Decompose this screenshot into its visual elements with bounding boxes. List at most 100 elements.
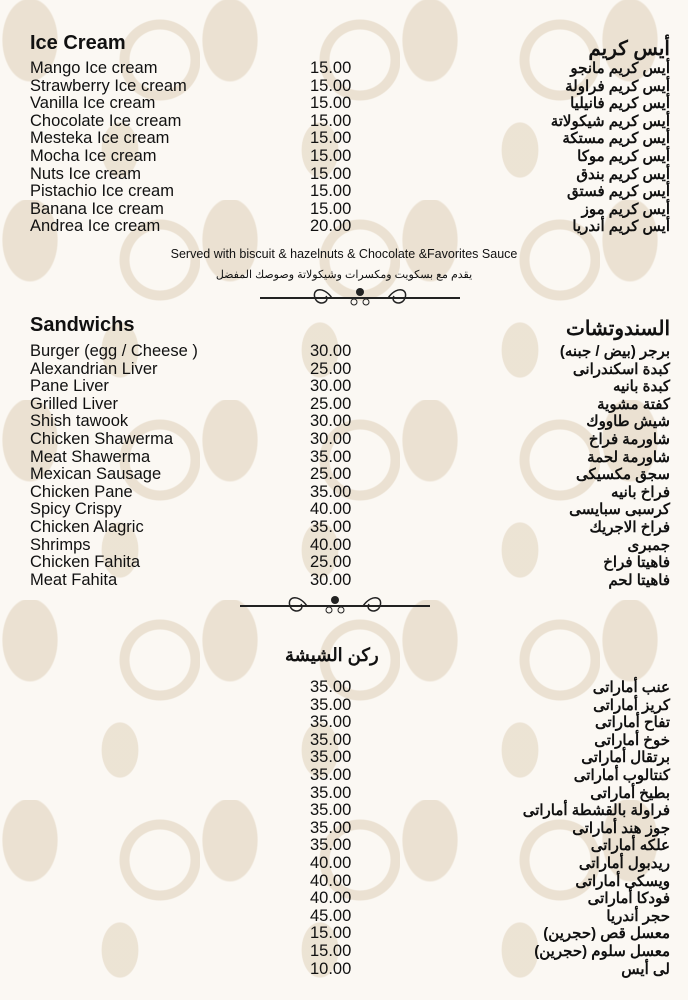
item-price: 35.00	[310, 836, 352, 855]
menu-item: 35.00 كنتالوب أماراتى	[0, 765, 688, 785]
item-price: 35.00	[310, 447, 352, 466]
ornament-divider	[260, 280, 460, 310]
menu-item: 35.00 تفاح أماراتى	[0, 714, 688, 732]
item-name-en: Mocha Ice cream	[30, 146, 157, 165]
item-name-ar: فراولة بالقشطة أماراتى	[522, 802, 670, 820]
menu-item: 35.00 كريز أماراتى	[0, 696, 688, 715]
item-name-en: Meat Fahita	[30, 570, 118, 589]
menu-item: 35.00 فراولة بالقشطة أماراتى	[0, 802, 688, 820]
ice-cream-title-ar: أيس كريم	[588, 38, 670, 60]
item-name-ar: شيش طاووك	[586, 413, 670, 431]
item-name-en: Alexandrian Liver	[30, 359, 158, 378]
item-name-ar: شاورمة لحمة	[587, 448, 670, 466]
menu-item: Mexican Sausage 25.00 سجق مكسيكى	[0, 466, 688, 484]
sandwiches-list: Burger (egg / Cheese ) 30.00 برجر (بيض / ج…	[0, 342, 688, 590]
item-name-en: Chicken Alagric	[30, 517, 144, 536]
item-name-en: Vanilla Ice cream	[30, 94, 156, 113]
shisha-title: ركن الشيشة	[285, 645, 379, 665]
item-price: 20.00	[310, 217, 352, 236]
item-price: 30.00	[310, 412, 352, 431]
item-name-en: Chicken Pane	[30, 482, 133, 501]
item-price: 25.00	[310, 465, 352, 484]
ice-cream-title-en: Ice Cream	[30, 32, 126, 54]
ice-cream-list: Mango Ice cream 15.00 أيس كريم مانجو Strawb…	[0, 59, 688, 236]
item-name-en: Chocolate Ice cream	[30, 111, 182, 130]
item-price: 35.00	[310, 730, 352, 749]
item-name-en: Nuts Ice cream	[30, 164, 141, 183]
menu-item: 40.00 ويسكى أماراتى	[0, 872, 688, 891]
menu-item: 15.00 معسل سلوم (حجرين)	[0, 942, 688, 961]
menu-item: Grilled Liver 25.00 كفتة مشوية	[0, 394, 688, 414]
item-name-en: Chicken Fahita	[30, 553, 141, 572]
shisha-list: 35.00 عنب أماراتى 35.00 كريز أماراتى 35.00 تف…	[0, 678, 688, 979]
menu-item: Shrimps 40.00 جمبرى	[0, 535, 688, 555]
item-price: 35.00	[310, 765, 352, 784]
item-name-ar: علكه أماراتى	[590, 837, 670, 855]
item-price: 15.00	[310, 76, 352, 95]
item-name-en: Banana Ice cream	[30, 199, 164, 218]
item-price: 40.00	[310, 500, 352, 519]
item-name-ar: خوخ أماراتى	[594, 731, 670, 749]
item-price: 30.00	[310, 570, 352, 589]
menu-item: Mango Ice cream 15.00 أيس كريم مانجو	[0, 59, 688, 78]
menu-item: Chocolate Ice cream 15.00 أيس كريم شيكولات…	[0, 111, 688, 131]
item-price: 15.00	[310, 129, 352, 148]
item-name-en: Shish tawook	[30, 412, 129, 431]
menu-item: 40.00 ريدبول أماراتى	[0, 854, 688, 873]
item-price: 15.00	[310, 924, 352, 943]
item-name-en: Chicken Shawerma	[30, 429, 174, 448]
item-price: 35.00	[310, 801, 352, 820]
menu-item: Chicken Alagric 35.00 فراخ الاجريك	[0, 517, 688, 537]
menu-item: Spicy Crispy 40.00 كرسبى سبايسى	[0, 501, 688, 519]
item-name-en: Andrea Ice cream	[30, 217, 161, 236]
item-name-ar: أيس كريم فراولة	[565, 77, 670, 95]
item-name-ar: شاورمة فراخ	[588, 430, 670, 448]
item-name-ar: فودكا أماراتى	[587, 890, 670, 908]
item-price: 35.00	[310, 783, 352, 802]
item-name-ar: حجر أندريا	[606, 907, 670, 925]
menu-item: Vanilla Ice cream 15.00 أيس كريم فانيليا	[0, 95, 688, 113]
item-name-ar: جوز هند أماراتى	[572, 819, 670, 837]
item-name-ar: كنتالوب أماراتى	[573, 766, 670, 784]
item-name-en: Mesteka Ice cream	[30, 129, 170, 148]
menu-item: 35.00 عنب أماراتى	[0, 678, 688, 697]
item-name-ar: عنب أماراتى	[592, 679, 670, 696]
menu-item: 45.00 حجر أندريا	[0, 907, 688, 926]
menu-item: 40.00 فودكا أماراتى	[0, 890, 688, 908]
item-price: 35.00	[310, 678, 352, 696]
item-name-ar: أيس كريم مانجو	[570, 60, 670, 77]
item-price: 40.00	[310, 889, 352, 908]
item-name-ar: كريز أماراتى	[593, 696, 670, 714]
item-name-en: Strawberry Ice cream	[30, 76, 187, 95]
item-name-en: Pistachio Ice cream	[30, 182, 174, 201]
item-name-ar: أيس كريم مستكة	[562, 130, 670, 148]
item-name-ar: فاهيتا فراخ	[603, 554, 670, 572]
item-price: 30.00	[310, 342, 352, 360]
item-name-ar: برجر (بيض / جبنه)	[559, 343, 670, 360]
menu-item: Chicken Shawerma 30.00 شاورمة فراخ	[0, 429, 688, 449]
item-name-en: Spicy Crispy	[30, 500, 122, 519]
item-price: 15.00	[310, 199, 352, 218]
sandwiches-title-ar: السندوتشات	[565, 318, 670, 340]
item-price: 15.00	[310, 182, 352, 201]
menu-item: Burger (egg / Cheese ) 30.00 برجر (بيض / ج…	[0, 342, 688, 361]
item-name-ar: أيس كريم فستق	[567, 183, 670, 201]
menu-item: 10.00 لى أيس	[0, 959, 688, 979]
menu-item: Pistachio Ice cream 15.00 أيس كريم فستق	[0, 183, 688, 201]
item-name-ar: فراخ بانيه	[611, 483, 670, 501]
item-name-ar: معسل قص (حجرين)	[543, 925, 670, 943]
item-name-en: Grilled Liver	[30, 394, 119, 413]
item-price: 15.00	[310, 59, 352, 77]
menu-item: Meat Fahita 30.00 فاهيتا لحم	[0, 570, 688, 590]
item-price: 25.00	[310, 394, 352, 413]
menu-item: 35.00 بطيخ أماراتى	[0, 783, 688, 803]
item-price: 10.00	[310, 959, 352, 978]
item-name-ar: ريدبول أماراتى	[578, 854, 670, 872]
item-name-ar: أيس كريم أندريا	[572, 218, 670, 236]
item-name-ar: كبدة بانيه	[612, 378, 670, 396]
item-name-ar: كرسبى سبايسى	[569, 501, 670, 519]
item-price: 30.00	[310, 377, 352, 396]
ornament-divider	[240, 588, 430, 618]
item-name-en: Shrimps	[30, 535, 91, 554]
menu-item: Shish tawook 30.00 شيش طاووك	[0, 413, 688, 431]
